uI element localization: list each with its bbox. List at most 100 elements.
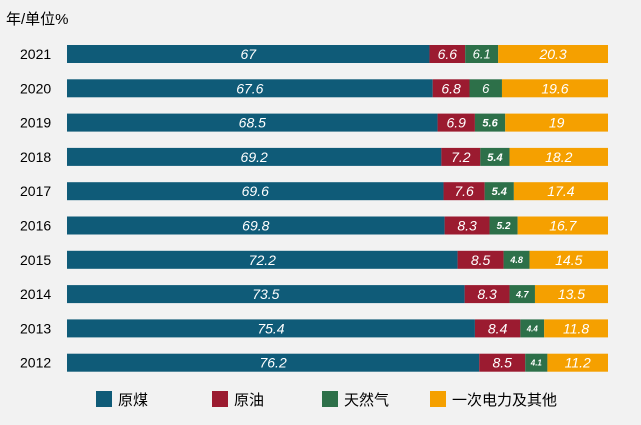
legend-item: 一次电力及其他	[430, 388, 557, 410]
bar-segment	[67, 147, 442, 166]
bar-segment	[432, 79, 470, 98]
bar-segment	[529, 250, 608, 269]
data-label: 8.5	[493, 355, 513, 371]
bar-segment	[525, 353, 548, 372]
bar-segment	[509, 147, 608, 166]
bar-segment	[429, 45, 466, 63]
bar-segment	[465, 45, 499, 63]
legend-item: 原油	[212, 388, 264, 410]
bar-segment	[67, 182, 444, 201]
data-label: 18.2	[545, 149, 572, 165]
bar-segment	[501, 79, 608, 98]
data-label: 17.4	[547, 183, 574, 199]
data-label: 69.2	[241, 149, 268, 165]
bar-segment	[67, 216, 445, 235]
year-label: 2021	[20, 46, 51, 62]
data-label: 6.9	[447, 115, 467, 131]
legend-item: 天然气	[322, 388, 389, 410]
data-label: 4.4	[526, 324, 539, 333]
year-label: 2013	[20, 320, 51, 336]
data-label: 5.4	[487, 152, 502, 164]
data-label: 14.5	[555, 252, 582, 268]
bar-segment	[544, 319, 608, 338]
bar-segment	[443, 182, 485, 201]
bar-segment	[489, 216, 518, 235]
data-label: 67.6	[236, 80, 263, 96]
data-label: 7.6	[454, 183, 474, 199]
bar-segment	[469, 79, 502, 98]
bar-segment	[520, 319, 545, 338]
legend-swatch	[96, 391, 112, 407]
data-label: 6.1	[473, 47, 491, 62]
bar-segment	[484, 182, 514, 201]
year-label: 2019	[20, 115, 51, 131]
data-label: 5.2	[497, 221, 511, 232]
year-label: 2015	[20, 252, 51, 268]
bar-segment	[67, 45, 430, 63]
bar-segment	[479, 353, 526, 372]
year-label: 2014	[20, 286, 51, 302]
legend-label: 天然气	[344, 391, 390, 409]
data-label: 75.4	[257, 320, 284, 336]
data-label: 5.6	[482, 118, 498, 130]
bar-segment	[509, 285, 535, 304]
bar-segment	[444, 216, 490, 235]
legend-label: 原油	[234, 391, 265, 409]
bar-segment	[498, 45, 608, 63]
legend-label: 原煤	[118, 391, 149, 409]
bar-segment	[503, 250, 530, 269]
year-label: 2016	[20, 218, 51, 234]
data-label: 4.8	[509, 255, 523, 265]
data-label: 11.2	[565, 355, 591, 371]
data-label: 4.1	[530, 359, 543, 368]
data-label: 69.8	[242, 218, 269, 234]
bar-segment	[517, 216, 608, 235]
bar-segment	[464, 285, 510, 304]
data-label: 8.3	[477, 286, 497, 302]
year-label: 2017	[20, 183, 51, 199]
bar-segment	[441, 147, 481, 166]
year-label: 2012	[20, 355, 51, 371]
data-label: 13.5	[558, 286, 585, 302]
data-label: 69.6	[242, 183, 269, 199]
bar-segment	[67, 319, 475, 338]
legend-item: 原煤	[96, 388, 148, 410]
data-label: 4.7	[515, 289, 530, 299]
unit-label: 年/单位%	[6, 11, 69, 28]
bar-segment	[547, 353, 608, 372]
data-label: 6.6	[438, 46, 458, 62]
chart-legend: 原煤 原油 天然气 一次电力及其他	[0, 384, 641, 414]
bar-segment	[67, 113, 438, 132]
data-label: 7.2	[451, 149, 471, 165]
year-label: 2020	[20, 80, 51, 96]
bar-segment	[474, 113, 506, 132]
data-label: 6.8	[441, 80, 461, 96]
bar-segment	[505, 113, 608, 132]
data-label: 11.8	[563, 320, 589, 336]
data-label: 6	[482, 81, 490, 96]
data-label: 73.5	[252, 286, 279, 302]
data-label: 67	[240, 46, 257, 62]
legend-swatch	[322, 391, 338, 407]
bar-segment	[457, 250, 504, 269]
bar-segment	[480, 147, 510, 166]
bar-segment	[534, 285, 608, 304]
legend-swatch	[212, 391, 228, 407]
bar-segment	[67, 250, 458, 269]
legend-label: 一次电力及其他	[452, 391, 558, 409]
bar-segment	[437, 113, 475, 132]
bar-segment	[67, 353, 480, 372]
legend-swatch	[430, 391, 446, 407]
data-label: 20.3	[538, 46, 566, 62]
bar-segment	[474, 319, 521, 338]
bar-segment	[513, 182, 608, 201]
year-label: 2018	[20, 149, 51, 165]
data-label: 19	[549, 115, 565, 131]
data-label: 16.7	[549, 218, 577, 234]
bar-segment	[67, 285, 465, 304]
data-label: 5.4	[492, 186, 507, 198]
data-label: 72.2	[249, 252, 276, 268]
data-label: 76.2	[259, 355, 286, 371]
data-label: 19.6	[541, 80, 568, 96]
data-label: 8.3	[457, 218, 477, 234]
